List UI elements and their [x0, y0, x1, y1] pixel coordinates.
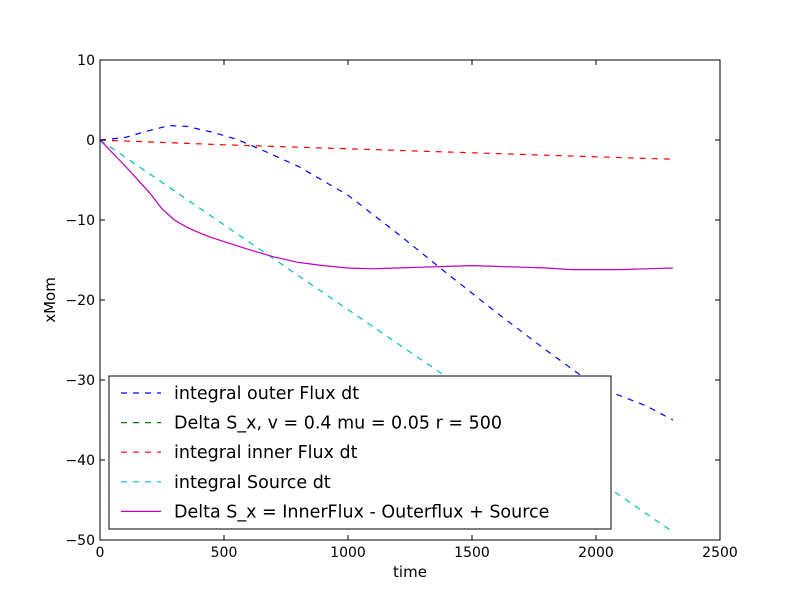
x-tick-label: 1000 — [330, 545, 366, 561]
x-tick-label: 2000 — [578, 545, 614, 561]
x-tick-label: 0 — [96, 545, 105, 561]
legend-label-4: Delta S_x = InnerFlux - Outerflux + Sour… — [174, 502, 549, 522]
y-tick-label: −50 — [65, 533, 95, 549]
x-axis: 0 500 1000 1500 2000 2500 — [96, 60, 738, 561]
y-axis-label: xMom — [41, 277, 59, 323]
x-tick-label: 1500 — [454, 545, 490, 561]
y-axis: 10 0 −10 −20 −30 −40 −50 — [65, 53, 720, 549]
x-tick-label: 2500 — [702, 545, 738, 561]
y-tick-label: −40 — [65, 453, 95, 469]
legend-label-2: integral inner Flux dt — [174, 443, 358, 463]
y-tick-label: −10 — [65, 213, 95, 229]
legend-label-0: integral outer Flux dt — [174, 384, 359, 404]
legend-box — [108, 375, 612, 530]
legend-label-1: Delta S_x, v = 0.4 mu = 0.05 r = 500 — [174, 414, 502, 434]
series-line-0 — [100, 124, 674, 421]
x-axis-label: time — [393, 563, 427, 581]
x-tick-label: 500 — [211, 545, 238, 561]
y-tick-label: −30 — [65, 373, 95, 389]
y-tick-label: 0 — [86, 133, 95, 149]
series-line-2 — [100, 139, 673, 160]
y-tick-label: 10 — [77, 53, 95, 69]
series-line-4 — [100, 139, 673, 271]
legend-label-3: integral Source dt — [174, 473, 331, 493]
legend: integral outer Flux dt Delta S_x, v = 0.4… — [108, 375, 612, 530]
y-tick-label: −20 — [65, 293, 95, 309]
